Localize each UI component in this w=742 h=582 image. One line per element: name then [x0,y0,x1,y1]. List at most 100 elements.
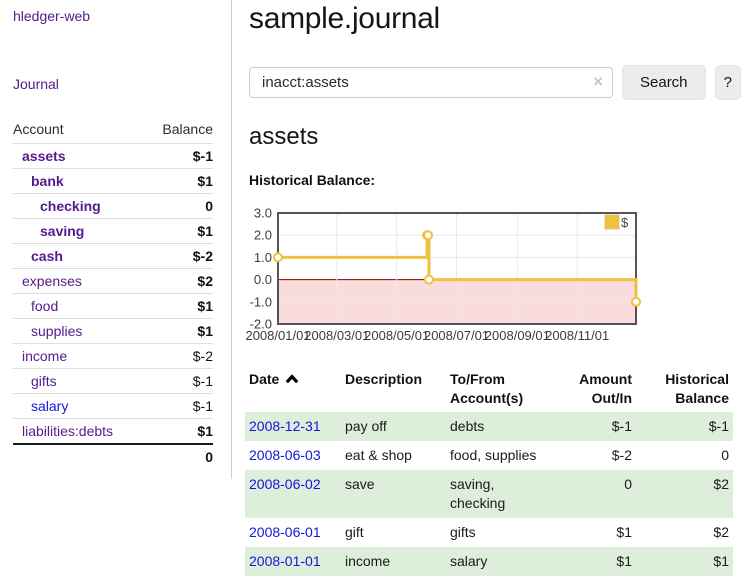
accounts-total-row: 0 [13,444,213,469]
account-balance: $-1 [192,373,213,389]
sort-ascending-icon [285,370,299,389]
transaction-amount: 0 [624,476,632,492]
register-header-date[interactable]: Date [245,366,341,412]
accounts-header-balance: Balance [162,121,213,137]
account-balance: $-2 [192,348,213,364]
register-header-row: Date Description To/From Account(s) Amou… [245,366,733,412]
account-row-gifts: gifts $-1 [13,368,213,394]
account-link-gifts[interactable]: gifts [31,373,57,389]
svg-text:2008/05/01: 2008/05/01 [364,328,429,343]
svg-text:3.0: 3.0 [254,206,272,221]
register-row: 2008-12-31 pay off debts $-1 $-1 [245,412,733,441]
account-balance: $-1 [192,148,213,164]
svg-text:2.0: 2.0 [254,228,272,243]
account-link-cash[interactable]: cash [31,248,63,264]
account-link-salary[interactable]: salary [31,398,69,414]
account-row-checking: checking 0 [13,193,213,219]
svg-text:2008/07/01: 2008/07/01 [424,328,489,343]
account-balance: $2 [197,273,213,289]
account-link-checking[interactable]: checking [40,198,101,214]
transaction-date-link[interactable]: 2008-12-31 [249,418,321,434]
sidebar-item-journal[interactable]: Journal [13,76,59,92]
chart-title: Historical Balance: [249,172,376,188]
main-content: sample.journal × Search ? assets Histori… [232,0,741,576]
account-link-assets[interactable]: assets [22,148,66,164]
account-balance: $1 [197,298,213,314]
transaction-amount: $-2 [611,447,632,463]
brand-link[interactable]: hledger-web [13,8,91,24]
transaction-date-link[interactable]: 2008-01-01 [249,553,321,569]
svg-text:$: $ [621,215,629,230]
transaction-balance: $-1 [708,418,729,434]
account-title: assets [249,123,319,150]
account-row-cash: cash $-2 [13,243,213,269]
accounts-header-account: Account [13,121,64,137]
register-header-date-label: Date [249,371,280,387]
account-balance: $1 [197,223,213,239]
transaction-amount: $1 [616,553,632,569]
account-row-assets: assets $-1 [13,143,213,169]
transaction-accounts: saving, checking [450,476,506,511]
account-row-income: income $-2 [13,343,213,369]
account-link-saving[interactable]: saving [40,223,85,239]
transaction-date-link[interactable]: 2008-06-01 [249,524,321,540]
svg-text:1.0: 1.0 [254,250,272,265]
transaction-description: gift [345,524,364,540]
account-link-liabilities-debts[interactable]: liabilities:debts [22,423,114,439]
register-row: 2008-01-01 income salary $1 $1 [245,547,733,576]
transaction-accounts: debts [450,418,485,434]
account-row-saving: saving $1 [13,218,213,244]
account-row-supplies: supplies $1 [13,318,213,344]
transaction-description: eat & shop [345,447,412,463]
transaction-description: income [345,553,391,569]
transaction-balance: 0 [721,447,729,463]
account-link-food[interactable]: food [31,298,59,314]
transaction-balance: $2 [713,524,729,540]
clear-search-icon[interactable]: × [593,72,603,91]
account-link-supplies[interactable]: supplies [31,323,83,339]
accounts-total-value: 0 [205,449,213,465]
register-row: 2008-06-02 save saving, checking 0 $2 [245,470,733,518]
register-header-description: Description [345,371,423,387]
register-table: Date Description To/From Account(s) Amou… [245,366,733,576]
svg-text:2008/09/01: 2008/09/01 [485,328,550,343]
account-balance: $1 [197,323,213,339]
svg-text:2008/11/01: 2008/11/01 [545,328,609,343]
transaction-accounts: gifts [450,524,476,540]
account-link-bank[interactable]: bank [31,173,64,189]
account-row-liabilities-debts: liabilities:debts $1 [13,418,213,445]
account-row-bank: bank $1 [13,168,213,194]
account-balance: $1 [197,173,213,189]
account-row-expenses: expenses $2 [13,268,213,294]
account-balance: 0 [205,198,213,214]
search-form: × Search ? [249,65,741,100]
transaction-accounts: food, supplies [450,447,537,463]
svg-text:2008/01/01: 2008/01/01 [245,328,310,343]
transaction-balance: $2 [713,476,729,492]
sidebar: hledger-web Journal Account Balance asse… [0,0,232,479]
transaction-description: save [345,476,375,492]
register-row: 2008-06-01 gift gifts $1 $2 [245,518,733,547]
transaction-amount: $-1 [611,418,632,434]
svg-text:-2.0: -2.0 [250,317,272,332]
register-row: 2008-06-03 eat & shop food, supplies $-2… [245,441,733,470]
search-button[interactable]: Search [622,65,706,100]
register-header-accounts: To/From Account(s) [450,371,524,406]
accounts-table: Account Balance assets $-1 bank $1 check… [13,117,213,469]
account-link-expenses[interactable]: expenses [22,273,82,289]
account-balance: $1 [197,423,213,439]
account-balance: $-1 [192,398,213,414]
transaction-date-link[interactable]: 2008-06-03 [249,447,321,463]
account-link-income[interactable]: income [22,348,68,364]
transaction-accounts: salary [450,553,488,569]
account-row-food: food $1 [13,293,213,319]
svg-text:-1.0: -1.0 [250,294,272,309]
search-input[interactable] [249,67,613,98]
register-header-amount: Amount Out/In [579,371,632,406]
transaction-balance: $1 [713,553,729,569]
transaction-date-link[interactable]: 2008-06-02 [249,476,321,492]
svg-text:0.0: 0.0 [254,272,272,287]
help-button[interactable]: ? [714,65,741,100]
register-header-balance: Historical Balance [665,371,729,406]
